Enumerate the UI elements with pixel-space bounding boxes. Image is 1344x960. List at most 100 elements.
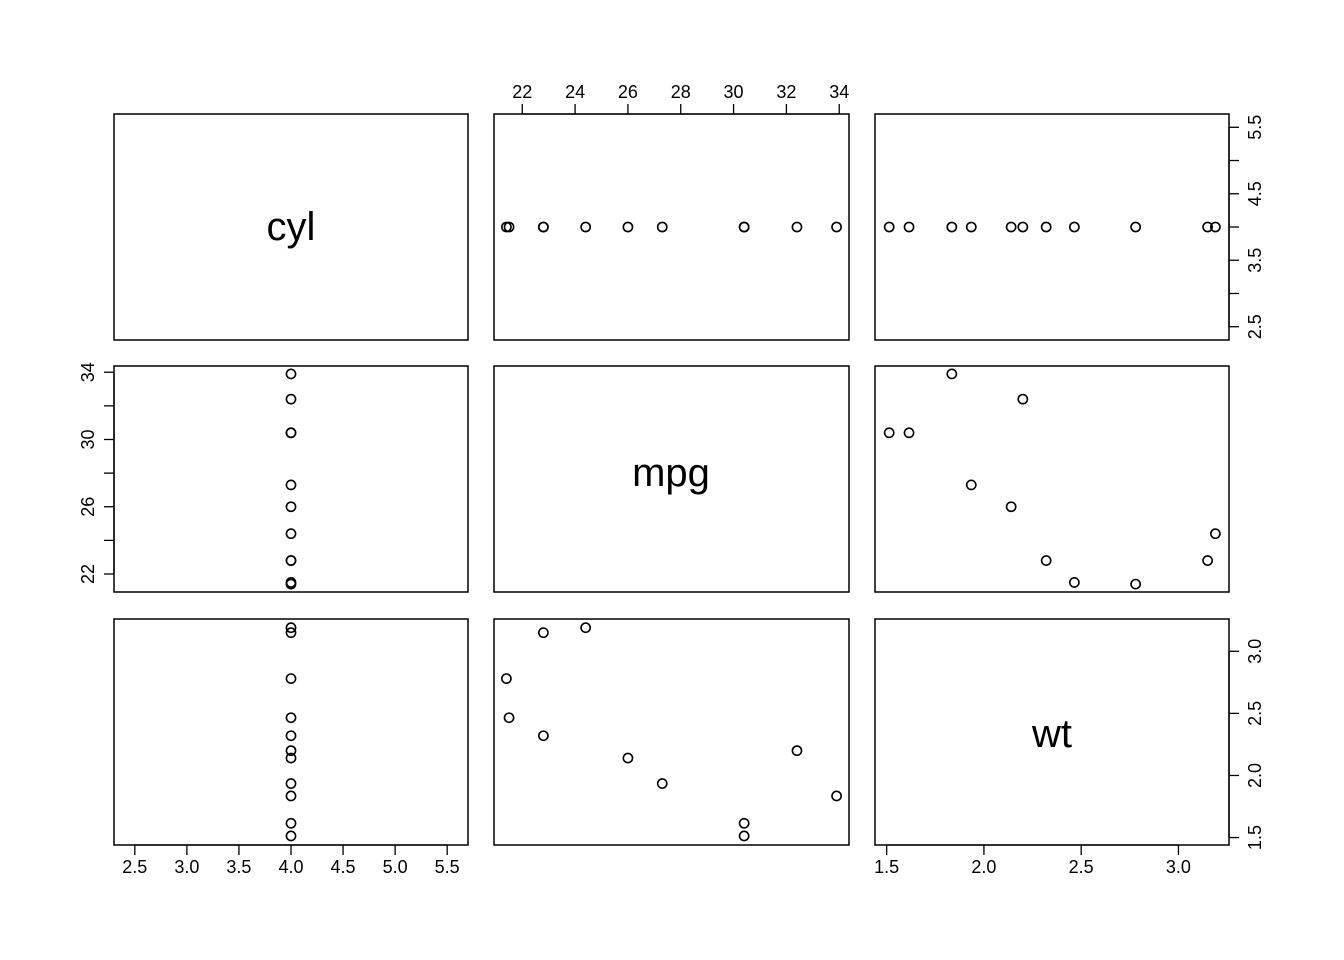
point-wt-vs-mpg xyxy=(622,752,634,764)
point-wt-vs-cyl xyxy=(285,622,297,634)
point-wt-vs-mpg xyxy=(791,745,803,757)
point-mpg-vs-wt xyxy=(1202,555,1214,566)
point-mpg-vs-wt xyxy=(883,427,895,439)
mpg-top-axis-tick-label: 26 xyxy=(618,82,638,102)
point-cyl-vs-wt xyxy=(1130,221,1142,233)
point-cyl-vs-wt xyxy=(1040,221,1052,233)
mpg-left-axis-tick-label: 34 xyxy=(78,362,98,382)
point-wt-vs-mpg xyxy=(656,778,668,789)
mpg-top-axis-tick-label: 28 xyxy=(671,82,691,102)
point-wt-vs-mpg xyxy=(738,817,750,829)
cyl-bottom-axis-tick-label: 3.0 xyxy=(174,857,199,877)
point-cyl-vs-wt xyxy=(883,221,895,233)
wt-right-axis-tick-label: 2.5 xyxy=(1245,701,1265,726)
mpg-top-axis-tick-label: 30 xyxy=(724,82,744,102)
mpg-left-axis-tick-label: 22 xyxy=(78,564,98,584)
point-mpg-vs-cyl xyxy=(285,578,297,590)
mpg-top-axis-tick-label: 34 xyxy=(829,82,849,102)
point-mpg-vs-wt xyxy=(1017,393,1029,405)
diagonal-label-cyl: cyl xyxy=(267,205,316,249)
point-mpg-vs-cyl xyxy=(285,479,297,491)
panel-cyl-vs-wt xyxy=(874,113,1230,341)
point-mpg-vs-wt xyxy=(1005,501,1017,513)
point-wt-vs-cyl xyxy=(285,745,297,757)
point-wt-vs-mpg xyxy=(537,627,549,639)
mpg-left-axis-tick-label: 30 xyxy=(78,429,98,449)
diagonal-label-mpg: mpg xyxy=(632,451,710,495)
point-mpg-vs-wt xyxy=(1209,528,1221,540)
wt-bottom-axis-tick-label: 1.5 xyxy=(874,857,899,877)
point-mpg-vs-cyl xyxy=(285,368,297,380)
point-cyl-vs-mpg xyxy=(831,221,842,233)
point-cyl-vs-wt xyxy=(1068,221,1080,233)
point-mpg-vs-wt xyxy=(965,479,977,491)
points-layer xyxy=(285,221,1221,842)
mpg-left-axis-tick-label: 26 xyxy=(78,497,98,517)
panel-mpg-vs-cyl xyxy=(113,365,469,593)
wt-bottom-axis-tick-label: 2.0 xyxy=(971,857,996,877)
point-cyl-vs-wt xyxy=(1005,221,1017,233)
cyl-bottom-axis-tick-label: 3.5 xyxy=(226,857,251,877)
point-cyl-vs-mpg xyxy=(656,221,668,233)
panel-mpg-diagonal xyxy=(493,365,850,593)
point-cyl-vs-wt xyxy=(1202,221,1214,233)
point-wt-vs-cyl xyxy=(285,830,297,842)
point-mpg-vs-cyl xyxy=(285,393,297,405)
panel-wt-vs-mpg xyxy=(493,618,850,846)
point-wt-vs-cyl xyxy=(285,712,297,724)
point-wt-vs-cyl xyxy=(285,752,297,764)
point-mpg-vs-cyl xyxy=(285,555,297,566)
point-cyl-vs-mpg xyxy=(622,221,634,233)
point-mpg-vs-cyl xyxy=(285,528,297,540)
wt-bottom-axis-tick-label: 2.5 xyxy=(1069,857,1094,877)
point-cyl-vs-wt xyxy=(1017,221,1029,233)
cyl-bottom-axis-tick-label: 5.5 xyxy=(435,857,460,877)
point-cyl-vs-mpg xyxy=(580,221,592,233)
axes-layer: 2.5 3.0 3.5 4.0 4.5 5.0 5.5 1.5 2.0 2.5 3.0 22 24 26 2… xyxy=(78,82,1265,877)
point-cyl-vs-wt xyxy=(965,221,977,233)
cyl-bottom-axis-tick-label: 4.0 xyxy=(278,857,303,877)
panel-mpg-vs-wt xyxy=(874,365,1230,593)
point-mpg-vs-cyl xyxy=(285,501,297,513)
point-mpg-vs-wt xyxy=(903,427,915,439)
point-wt-vs-mpg xyxy=(501,673,512,685)
point-wt-vs-mpg xyxy=(738,830,750,842)
cyl-right-axis-tick-label: 5.5 xyxy=(1245,115,1265,140)
point-cyl-vs-wt xyxy=(903,221,915,233)
point-wt-vs-mpg xyxy=(831,790,842,802)
mpg-top-axis-tick-label: 24 xyxy=(565,82,585,102)
point-cyl-vs-mpg xyxy=(537,221,549,233)
point-wt-vs-cyl xyxy=(285,817,297,829)
point-mpg-vs-wt xyxy=(1040,555,1052,566)
point-wt-vs-cyl xyxy=(285,730,297,742)
point-cyl-vs-mpg xyxy=(791,221,803,233)
mpg-top-axis-tick-label: 32 xyxy=(776,82,796,102)
point-cyl-vs-mpg xyxy=(738,221,750,233)
mpg-top-axis-tick-label: 22 xyxy=(512,82,532,102)
point-mpg-vs-wt xyxy=(1130,578,1142,590)
point-wt-vs-cyl xyxy=(285,627,297,639)
point-wt-vs-cyl xyxy=(285,790,297,802)
panel-cyl-diagonal xyxy=(113,113,469,341)
point-mpg-vs-wt xyxy=(1068,577,1080,588)
cyl-bottom-axis-tick-label: 5.0 xyxy=(383,857,408,877)
point-wt-vs-mpg xyxy=(503,712,515,724)
point-wt-vs-mpg xyxy=(580,622,592,634)
point-wt-vs-cyl xyxy=(285,673,297,685)
wt-right-axis-tick-label: 3.0 xyxy=(1245,639,1265,664)
diagonal-label-wt: wt xyxy=(1031,712,1072,756)
cyl-right-axis-tick-label: 4.5 xyxy=(1245,181,1265,206)
point-mpg-vs-cyl xyxy=(285,427,297,439)
point-cyl-vs-wt xyxy=(946,221,958,233)
panel-wt-vs-cyl xyxy=(113,618,469,846)
point-wt-vs-mpg xyxy=(537,730,549,742)
cyl-right-axis-tick-label: 2.5 xyxy=(1245,314,1265,339)
wt-right-axis-tick-label: 2.0 xyxy=(1245,763,1265,788)
point-mpg-vs-wt xyxy=(946,368,958,380)
wt-bottom-axis-tick-label: 3.0 xyxy=(1166,857,1191,877)
cyl-right-axis-tick-label: 3.5 xyxy=(1245,248,1265,273)
point-cyl-vs-wt xyxy=(1209,221,1221,233)
cyl-bottom-axis-tick-label: 2.5 xyxy=(122,857,147,877)
cyl-bottom-axis-tick-label: 4.5 xyxy=(331,857,356,877)
